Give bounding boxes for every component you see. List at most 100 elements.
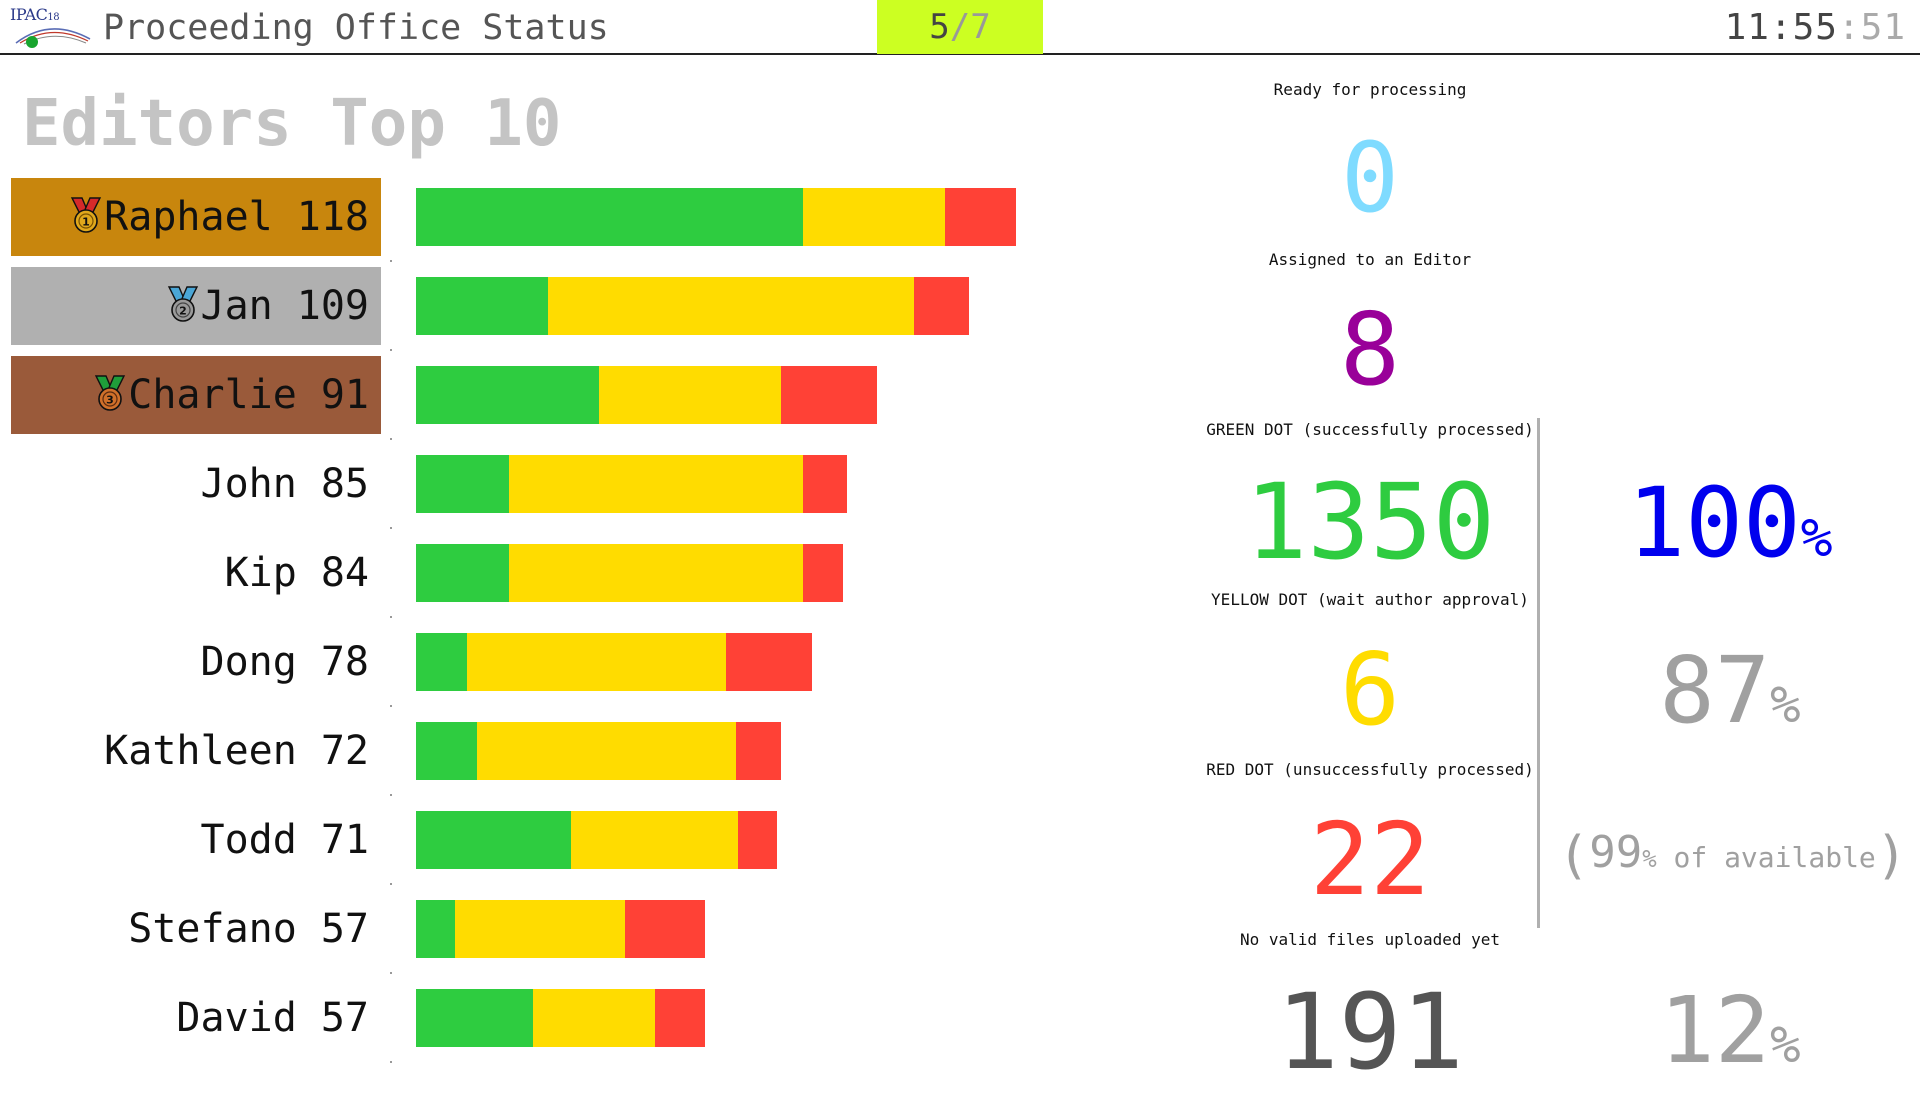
page-separator: / (949, 7, 971, 47)
editor-name: Kip (224, 550, 297, 596)
editor-count: 84 (320, 550, 369, 596)
no-valid-files-percent-sign: % (1770, 1015, 1801, 1074)
bar-segment-green (416, 811, 571, 869)
bar-segment-green (416, 989, 533, 1047)
ready-label: Ready for processing (1273, 80, 1467, 99)
editor-row: David 57 (0, 979, 1060, 1068)
editor-progress-bar (416, 633, 812, 691)
bar-segment-red (655, 989, 705, 1047)
row-separator-dot (390, 260, 392, 262)
bar-segment-red (781, 366, 877, 424)
editor-name-box: Kathleen 72 (11, 712, 381, 790)
bar-segment-red (738, 811, 777, 869)
bar-segment-yellow (455, 900, 625, 958)
bar-segment-green (416, 188, 803, 246)
no-valid-files-percent: 12% (1560, 985, 1900, 1077)
yellow-dot-percent: 87% (1560, 645, 1900, 737)
yellow-dot-percent-value: 87 (1659, 637, 1771, 744)
logo-text: IPAC (10, 5, 48, 24)
editor-row: Kip 84 (0, 534, 1060, 623)
editor-count: 57 (320, 906, 369, 952)
bar-segment-red (625, 900, 705, 958)
available-percent-value: 99 (1589, 827, 1643, 878)
page-title: Proceeding Office Status (103, 8, 609, 48)
logo-arc-icon (15, 28, 91, 45)
editor-row: 2 Jan 109 (0, 267, 1060, 356)
bronze-medal-icon: 3 (95, 375, 126, 411)
clock-seconds: :51 (1837, 7, 1906, 48)
row-separator-dot (390, 883, 392, 885)
editor-count: 71 (320, 817, 369, 863)
editor-name: Charlie (128, 372, 297, 418)
clock-hours-minutes: 11:55 (1724, 7, 1838, 48)
ready-value: 0 (1341, 122, 1399, 234)
editor-progress-bar (416, 188, 1016, 246)
row-separator-dot (390, 794, 392, 796)
editors-top-title: Editors Top 10 (22, 87, 562, 161)
available-open-paren: ( (1557, 826, 1590, 886)
editor-name-box: 2 Jan 109 (11, 267, 381, 345)
svg-text:3: 3 (106, 394, 114, 407)
bar-segment-green (416, 366, 599, 424)
editor-row: Stefano 57 (0, 890, 1060, 979)
editor-row: 3 Charlie 91 (0, 356, 1060, 445)
editor-name-box: 3 Charlie 91 (11, 356, 381, 434)
bar-segment-red (736, 722, 781, 780)
ipac-logo: IPAC18 (8, 5, 92, 49)
yellow-dot-percent-sign: % (1770, 675, 1801, 734)
stats-divider (1537, 418, 1540, 928)
assigned-value: 8 (1339, 291, 1401, 408)
available-text: of available (1656, 841, 1876, 874)
svg-text:1: 1 (82, 216, 90, 229)
editor-row: Kathleen 72 (0, 712, 1060, 801)
green-dot-percent-sign: % (1800, 508, 1833, 569)
editor-progress-bar (416, 544, 843, 602)
bar-segment-yellow (548, 277, 914, 335)
editor-name-box: 1 Raphael 118 (11, 178, 381, 256)
gold-medal-icon: 1 (71, 197, 102, 233)
page-current: 5 (929, 7, 950, 47)
editor-name: Dong (200, 639, 297, 685)
available-close-paren: ) (1875, 826, 1908, 886)
editor-name-box: David 57 (11, 979, 381, 1057)
editor-name-box: Todd 71 (11, 801, 381, 879)
red-dot-value: 22 (1309, 801, 1431, 918)
row-separator-dot (390, 1061, 392, 1063)
editor-row: 1 Raphael 118 (0, 178, 1060, 267)
editor-row: Todd 71 (0, 801, 1060, 890)
row-separator-dot (390, 438, 392, 440)
bar-segment-green (416, 544, 509, 602)
row-separator-dot (390, 527, 392, 529)
editor-name: Stefano (128, 906, 297, 952)
no-valid-files-label: No valid files uploaded yet (1239, 930, 1501, 949)
logo-suffix: 18 (47, 12, 60, 23)
editor-count: 72 (320, 728, 369, 774)
row-separator-dot (390, 705, 392, 707)
svg-text:2: 2 (179, 305, 187, 318)
editor-name-box: Dong 78 (11, 623, 381, 701)
bar-segment-green (416, 633, 467, 691)
editor-progress-bar (416, 989, 705, 1047)
clock: 11:55:51 (1725, 6, 1906, 50)
no-valid-files-percent-value: 12 (1659, 977, 1771, 1084)
bar-segment-yellow (803, 188, 945, 246)
bar-segment-red (726, 633, 812, 691)
editor-count: 118 (296, 194, 369, 240)
editor-name-box: Stefano 57 (11, 890, 381, 968)
editor-count: 85 (320, 461, 369, 507)
bar-segment-green (416, 455, 509, 513)
logo-dot-icon (26, 36, 38, 48)
page-total: 7 (970, 7, 991, 47)
bar-segment-yellow (477, 722, 736, 780)
bar-segment-green (416, 722, 477, 780)
editor-name: John (200, 461, 297, 507)
bar-segment-yellow (467, 633, 726, 691)
row-separator-dot (390, 349, 392, 351)
editor-progress-bar (416, 455, 847, 513)
editor-name: Todd (200, 817, 297, 863)
bar-segment-red (803, 455, 847, 513)
yellow-dot-value: 6 (1339, 631, 1401, 748)
editor-name: Kathleen (104, 728, 297, 774)
green-dot-percent-value: 100 (1627, 467, 1801, 579)
editor-name-box: Kip 84 (11, 534, 381, 612)
